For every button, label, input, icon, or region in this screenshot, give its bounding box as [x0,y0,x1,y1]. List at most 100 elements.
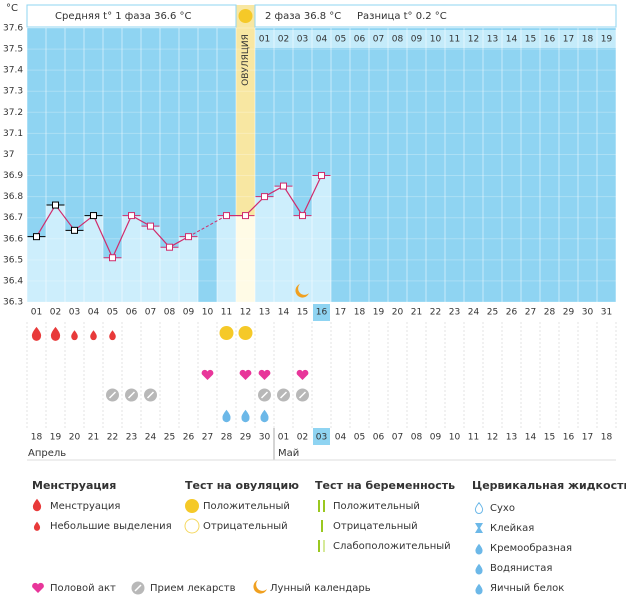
x-tick-label: 29 [563,308,575,318]
water-icon [222,409,231,423]
y-tick-label: 36.7 [3,213,23,223]
x-tick-label: 23 [449,308,460,318]
x-tick-label: 30 [582,308,594,318]
x-tick-label: 28 [544,308,556,318]
phase2-day: 10 [430,35,442,45]
phase2-day: 13 [487,35,498,45]
phase2-cell [540,30,559,48]
month-label: Май [278,448,299,459]
temp-bar [179,236,198,302]
date-label: 28 [221,433,233,443]
x-tick-label: 09 [183,308,195,318]
date-label: 12 [487,433,498,443]
x-tick-label: 27 [525,308,536,318]
legend-icon [318,500,320,512]
phase2-cell [331,30,350,48]
temp-bar [312,175,331,302]
legend-icon [32,498,42,512]
phase2-cell [597,30,616,48]
x-tick-label: 25 [487,308,498,318]
phase2-day: 02 [278,35,289,45]
legend-icon [475,543,483,555]
date-label: 02 [297,433,308,443]
temp-bar [217,215,236,302]
ovtest-icon [219,326,234,340]
temp-marker [223,212,230,220]
header-diff: Разница t° 0.2 °C [357,11,447,22]
date-label: 27 [202,433,213,443]
y-tick-label: 37.5 [3,45,23,55]
date-label: 08 [411,433,423,443]
pill-line [260,391,269,399]
y-tick-label: 36.8 [3,192,23,202]
date-label: 21 [88,433,99,443]
temp-marker [318,172,325,180]
date-label: 17 [582,433,593,443]
temp-marker [299,212,306,220]
y-tick-label: 36.4 [3,276,23,286]
phase2-day: 19 [601,35,613,45]
date-label: 05 [354,433,365,443]
legend-icon [474,501,484,515]
legend-icon [185,499,199,513]
phase2-day: 15 [525,35,536,45]
legend-item: Отрицательный [203,521,288,532]
temp-marker [71,226,78,234]
x-tick-label: 15 [297,308,308,318]
date-label: 19 [50,433,62,443]
legend-item: Положительный [333,501,420,512]
legend-icon [475,583,483,595]
phase2-cell [559,30,578,48]
y-tick-label: 37.4 [3,66,23,76]
phase2-day: 08 [392,35,404,45]
gap-line [188,215,227,238]
date-label: 30 [259,433,271,443]
date-label: 16 [563,433,575,443]
x-tick-label: 17 [335,308,346,318]
pill-line [298,391,307,399]
legend-title: Тест на беременность [315,479,455,492]
header-phase2: 2 фаза 36.8 °C [265,11,341,22]
temp-marker [147,222,154,230]
date-label: 20 [69,433,81,443]
pill-line [134,584,142,592]
x-tick-label: 13 [259,308,270,318]
date-label: 14 [525,433,537,443]
phase2-cell [483,30,502,48]
legend-icon [33,521,41,531]
x-tick-label: 07 [145,308,156,318]
heart-icon [239,369,252,380]
legend-item: Положительный [203,501,290,512]
temp-marker [109,254,116,262]
date-label: 24 [145,433,157,443]
moon-icon [295,284,309,298]
temp-bar [293,215,312,302]
date-label: 03 [316,433,327,443]
legend-icon [321,520,323,532]
date-label: 29 [240,433,252,443]
temp-bar [274,186,293,302]
temp-bar [46,205,65,302]
phase2-day: 01 [259,35,270,45]
legend-icon [323,500,325,512]
date-label: 25 [164,433,175,443]
phase2-day: 03 [297,35,308,45]
temp-bar [122,215,141,302]
temp-bar [255,196,274,302]
phase2-cell [426,30,445,48]
y-tick-label: 36.5 [3,255,23,265]
date-label: 13 [506,433,517,443]
legend-item: Половой акт [50,583,116,594]
temp-marker [128,212,135,220]
water-icon [241,409,250,423]
temp-marker [242,212,249,220]
phase2-day: 09 [411,35,423,45]
drop-icon [90,330,97,341]
x-tick-label: 01 [31,308,42,318]
header-box [254,4,617,28]
y-tick-label: 37 [3,150,14,160]
y-tick-label: 37.6 [3,24,23,34]
legend-title: Тест на овуляцию [185,479,299,492]
date-label: 04 [335,433,347,443]
